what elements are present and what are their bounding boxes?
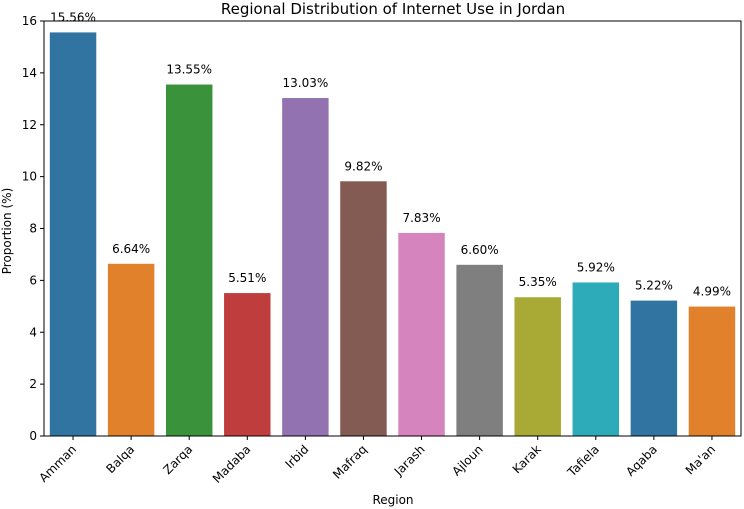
x-tick-label: Amman	[36, 442, 79, 485]
y-tick-label: 12	[22, 118, 37, 132]
data-label: 4.99%	[693, 285, 731, 299]
y-tick-label: 6	[29, 273, 37, 287]
y-tick-label: 10	[22, 170, 37, 184]
plot-frame	[43, 20, 742, 437]
data-label: 15.56%	[50, 10, 96, 24]
data-label: 13.55%	[166, 63, 212, 77]
bar	[107, 263, 155, 436]
data-label: 5.51%	[228, 271, 266, 285]
x-tick-label: Jarash	[391, 442, 428, 479]
x-tick-label: Zarqa	[160, 442, 195, 477]
y-axis: 0 2 4 6 8 10 12 14 16	[22, 14, 44, 443]
x-axis-label: Region	[372, 493, 413, 507]
x-tick-label: Balqa	[103, 442, 137, 476]
bar	[572, 282, 620, 436]
bar	[282, 98, 329, 437]
y-tick-label: 8	[29, 222, 37, 236]
data-label: 5.22%	[635, 279, 673, 293]
data-label: 7.83%	[402, 211, 440, 225]
bars-group: 15.56% 6.64% 13.55% 5.51% 13.03% 9.82% 7.83% 6.…	[49, 10, 736, 437]
y-tick-label: 4	[29, 325, 37, 339]
x-tick-label: Madaba	[210, 442, 254, 486]
x-tick-label: Irbid	[282, 442, 311, 471]
bar	[340, 181, 387, 436]
bar	[224, 293, 271, 436]
y-axis-label: Proportion (%)	[0, 188, 14, 275]
y-tick-label: 2	[29, 377, 37, 391]
data-label: 13.03%	[282, 76, 328, 90]
bar	[514, 297, 561, 436]
x-tick-label: Ma'an	[683, 442, 718, 477]
plot-border	[43, 20, 742, 437]
data-label: 9.82%	[344, 159, 382, 173]
data-label: 6.64%	[112, 242, 150, 256]
x-tick-label: Aqaba	[623, 442, 660, 479]
x-tick-label: Karak	[510, 442, 544, 476]
chart-title: Regional Distribution of Internet Use in…	[221, 0, 565, 18]
bar	[398, 232, 445, 436]
bar	[456, 264, 503, 436]
bar	[688, 306, 736, 436]
x-tick-label: Mafraq	[330, 442, 369, 481]
y-tick-label: 14	[22, 66, 37, 80]
data-label: 5.92%	[577, 260, 615, 274]
bar	[165, 84, 213, 436]
y-tick-label: 0	[29, 429, 37, 443]
data-label: 5.35%	[519, 275, 557, 289]
bar	[49, 32, 97, 436]
data-label: 6.60%	[461, 243, 499, 257]
x-tick-label: Tafiela	[564, 442, 602, 480]
bar	[630, 300, 678, 436]
y-tick-label: 16	[22, 14, 37, 28]
x-axis: Amman Balqa Zarqa Madaba Irbid Mafraq Jarash Aj…	[36, 436, 718, 486]
x-tick-label: Ajloun	[449, 442, 485, 478]
